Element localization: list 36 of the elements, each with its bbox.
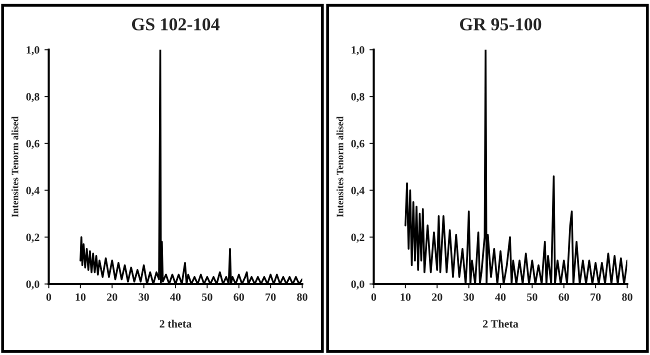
x-tick-label: 20 <box>107 293 118 301</box>
x-tick-label: 0 <box>371 293 376 301</box>
x-tick-label: 50 <box>527 293 538 301</box>
x-axis-title: 2 theta <box>160 320 192 328</box>
x-tick-label: 30 <box>464 293 474 301</box>
y-tick-label: 0,4 <box>351 186 365 196</box>
chart-title: GR 95-100 <box>460 18 542 30</box>
x-tick-label: 80 <box>297 293 308 301</box>
y-tick-label: 0,4 <box>26 186 40 196</box>
y-axis-title: Intensites Tenorm alised <box>336 116 344 218</box>
x-tick-label: 30 <box>138 293 149 301</box>
x-tick-label: 60 <box>234 293 244 301</box>
y-tick-label: 0,8 <box>26 93 40 102</box>
y-axis-title: Intensites Tenorm alised <box>11 116 18 218</box>
x-tick-label: 60 <box>558 293 570 301</box>
x-tick-label: 0 <box>46 293 52 301</box>
y-tick-label: 0,2 <box>26 234 40 243</box>
x-tick-label: 40 <box>495 293 506 301</box>
y-tick-label: 0,6 <box>351 140 364 149</box>
x-axis-title: 2 Theta <box>483 320 518 328</box>
y-tick-label: 1,0 <box>352 46 364 56</box>
x-tick-label: 70 <box>590 293 601 301</box>
x-tick-label: 80 <box>622 293 632 301</box>
chart-title: GS 102-104 <box>132 18 220 30</box>
x-tick-label: 70 <box>266 293 276 301</box>
y-tick-label: 0,6 <box>26 140 40 149</box>
x-tick-label: 10 <box>76 293 86 301</box>
y-tick-label: 0,0 <box>351 280 364 290</box>
y-tick-label: 0,0 <box>26 280 40 290</box>
x-tick-label: 20 <box>432 293 442 301</box>
x-tick-label: 40 <box>170 293 181 301</box>
x-tick-label: 50 <box>202 293 212 301</box>
x-tick-label: 10 <box>400 293 411 301</box>
y-tick-label: 0,2 <box>351 234 364 243</box>
y-tick-label: 1,0 <box>26 46 40 56</box>
y-tick-label: 0,8 <box>351 93 364 102</box>
